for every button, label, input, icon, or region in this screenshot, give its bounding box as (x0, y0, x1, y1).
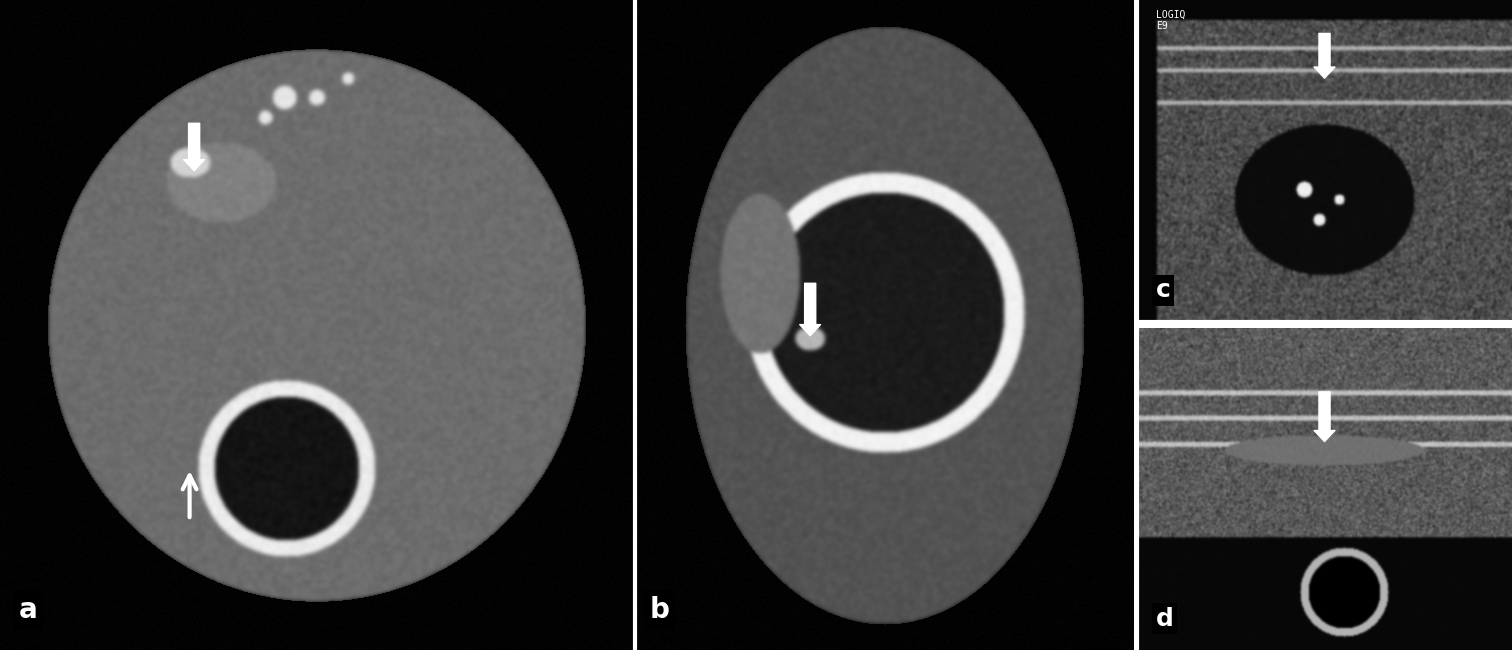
Text: d: d (1155, 606, 1173, 630)
Text: b: b (650, 596, 670, 624)
Text: a: a (20, 596, 38, 624)
Text: LOGIQ
E9: LOGIQ E9 (1155, 10, 1185, 31)
Text: c: c (1155, 278, 1170, 302)
